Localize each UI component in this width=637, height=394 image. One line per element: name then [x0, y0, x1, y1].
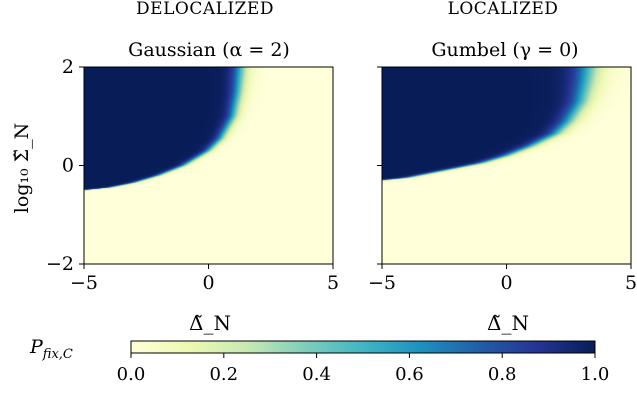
panel-gumbel: LOCALIZED Gumbel (γ = 0) −5 0 5 Δ̃_N: [368, 0, 637, 335]
x-tick-label: 0: [500, 272, 512, 294]
x-axis-label: Δ̃_N: [189, 311, 231, 335]
colorbar-tick-label: 0.4: [302, 364, 331, 385]
colorbar-label: Pfix,C: [29, 336, 73, 362]
colorbar-tick-label: 0.0: [117, 364, 146, 385]
y-tick-label: −2: [46, 253, 74, 275]
colorbar-gradient: [130, 340, 596, 354]
colorbar-tick-label: 0.8: [488, 364, 517, 385]
y-axis-label: log₁₀ Σ̃_N: [11, 123, 33, 214]
panel-gaussian: DELOCALIZED Gaussian (α = 2) −5 0 5 2 0 −2 Δ̃…: [11, 0, 339, 335]
x-tick-label: 0: [202, 272, 214, 294]
x-tick-label: −5: [70, 272, 98, 294]
x-tick-label: −5: [368, 272, 396, 294]
panel-title: Gaussian (α = 2): [128, 39, 290, 61]
panel-header: LOCALIZED: [448, 0, 559, 19]
x-tick-label: 5: [625, 272, 637, 294]
heatmap-image: [84, 67, 333, 264]
panel-title: Gumbel (γ = 0): [431, 39, 578, 61]
y-tick-label: 2: [62, 56, 74, 78]
x-tick-label: 5: [327, 272, 339, 294]
y-tick-label: 0: [62, 155, 74, 177]
colorbar-tick-label: 1.0: [581, 364, 610, 385]
x-axis-label: Δ̃_N: [487, 311, 529, 335]
panel-header: DELOCALIZED: [136, 0, 274, 19]
colorbar: Pfix,C 0.0 0.2 0.4 0.6 0.8 1.0: [29, 336, 609, 385]
heatmap-image: [382, 67, 631, 264]
colorbar-tick-label: 0.6: [395, 364, 424, 385]
colorbar-tick-label: 0.2: [209, 364, 238, 385]
